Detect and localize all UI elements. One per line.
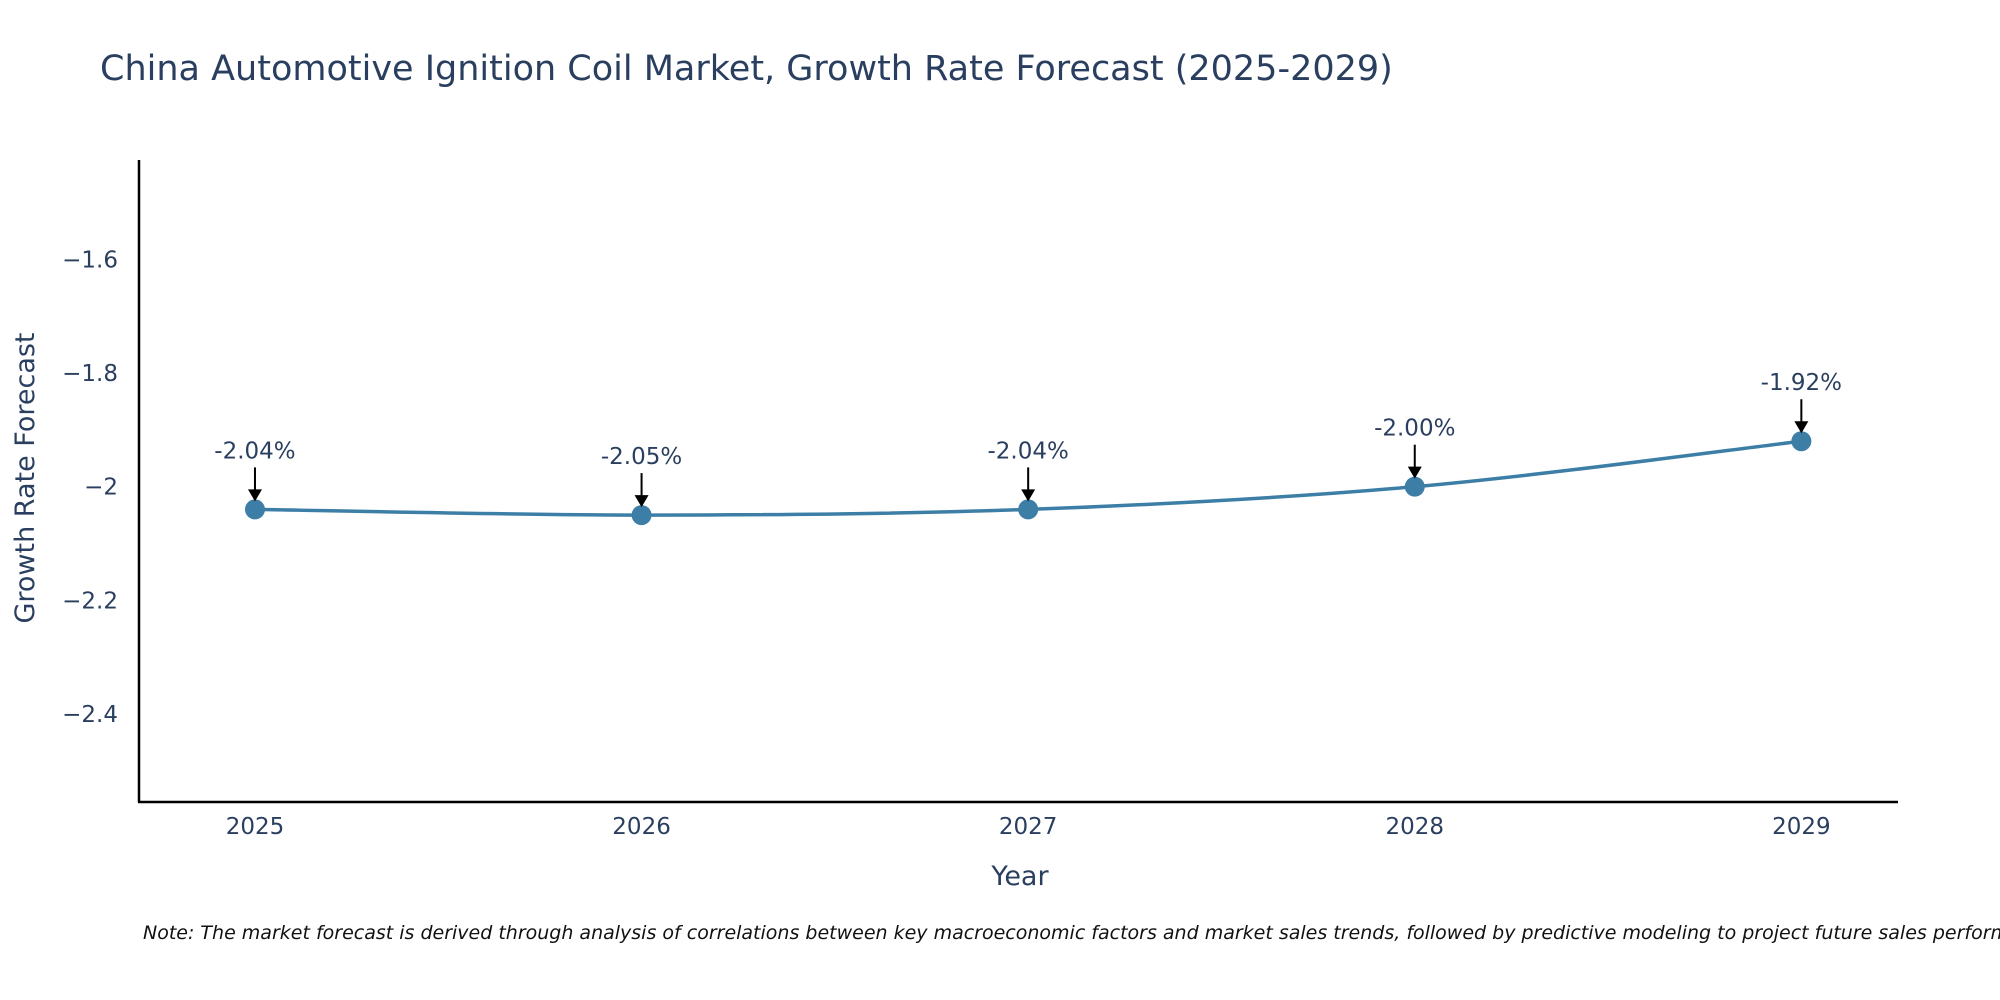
y-tick-label: −1.6 [62,247,118,273]
data-label-annotations: -2.04% -2.05% -2.04% -2.00% -1.92% [214,370,1842,508]
x-axis-ticks: 2025 2026 2027 2028 2029 [226,814,1831,840]
footnote: Note: The market forecast is derived thr… [143,922,2000,944]
y-tick-label: −2 [84,475,118,501]
annotation-arrow-head [247,489,262,502]
data-point-2028 [1404,476,1425,497]
annotation-arrow-head [1407,466,1422,479]
data-point-2027 [1018,499,1039,520]
data-label: -2.04% [987,438,1068,464]
x-tick-label: 2029 [1772,814,1831,840]
data-point-2025 [244,499,265,520]
x-tick-label: 2025 [226,814,285,840]
x-tick-label: 2026 [612,814,671,840]
annotation-arrow-head [1794,421,1809,434]
data-point-2029 [1791,431,1812,452]
y-axis-title: Growth Rate Forecast [10,332,41,623]
y-tick-label: −1.8 [62,361,118,387]
y-tick-label: −2.4 [62,702,118,728]
data-label: -2.04% [214,438,295,464]
annotation-arrow-head [1021,489,1036,502]
annotation-arrow-head [634,495,649,508]
y-axis-ticks: −1.6 −1.8 −2 −2.2 −2.4 [62,247,118,728]
x-tick-label: 2027 [999,814,1058,840]
data-label: -1.92% [1761,370,1842,396]
data-label: -2.05% [601,444,682,470]
data-point-2026 [631,505,652,526]
y-tick-label: −2.2 [62,588,118,614]
data-points [244,431,1812,526]
x-axis-title: Year [990,861,1049,892]
data-label: -2.00% [1374,416,1455,442]
chart-title: China Automotive Ignition Coil Market, G… [100,49,1393,89]
x-tick-label: 2028 [1385,814,1444,840]
